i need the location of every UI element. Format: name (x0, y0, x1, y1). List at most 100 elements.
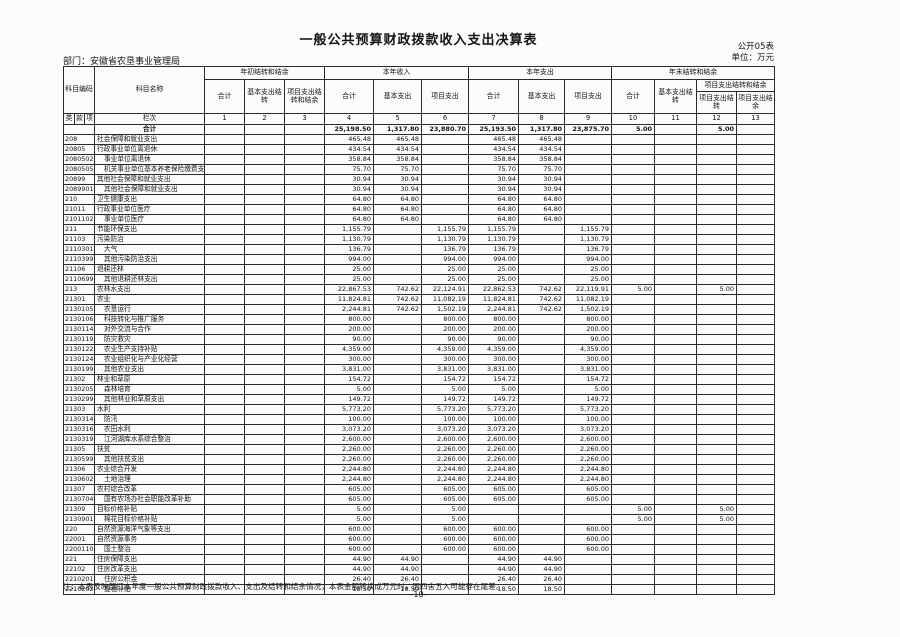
cell-begin-project (284, 474, 325, 485)
cell-income-project: 136.79 (421, 244, 469, 255)
cell-subject-name: 农垦运行 (94, 304, 205, 315)
cell-end-project-remain (735, 444, 776, 455)
cell-expend-total: 994.00 (468, 254, 519, 265)
cell-begin-project (284, 244, 325, 255)
cell-begin-project (284, 424, 325, 435)
header-col-9: 项目支出 (564, 79, 612, 114)
cell-end-project-carry (696, 264, 737, 275)
cell-expend-project (564, 554, 612, 565)
cell-end-project-remain (735, 154, 776, 165)
cell-subject-code: 210 (63, 194, 95, 205)
cell-income-basic (373, 454, 422, 465)
cell-expend-basic (518, 544, 565, 555)
cell-income-basic (373, 374, 422, 385)
cell-income-basic (373, 444, 422, 455)
cell-subject-code: 2089901 (63, 184, 95, 195)
cell-expend-project: 994.00 (564, 254, 612, 265)
cell-income-total: 5.00 (324, 514, 374, 525)
cell-income-project (421, 564, 469, 575)
cell-end-basic (654, 274, 697, 285)
cell-end-project-carry (696, 234, 737, 245)
cell-begin-total (204, 294, 245, 305)
cell-expend-project: 136.79 (564, 244, 612, 255)
cell-end-project-remain (735, 224, 776, 235)
cell-subject-code: 21306 (63, 464, 95, 475)
cell-income-basic: 30.94 (373, 174, 422, 185)
cell-end-basic (654, 174, 697, 185)
cell-end-total (611, 424, 655, 435)
cell-expend-total: 64.80 (468, 214, 519, 225)
header-group-end-balance: 年末结转和结余 (610, 66, 776, 80)
cell-subject-name: 社会保障和就业支出 (94, 134, 205, 145)
cell-begin-project (284, 274, 325, 285)
cell-income-total: 30.94 (324, 174, 374, 185)
cell-expend-total: 25,193.50 (468, 124, 519, 135)
cell-begin-basic (244, 134, 285, 145)
cell-end-project-carry (696, 484, 737, 495)
cell-begin-project (284, 514, 325, 525)
cell-income-project: 800.00 (421, 314, 469, 325)
cell-expend-total: 5,773.20 (468, 404, 519, 415)
cell-income-project: 300.00 (421, 354, 469, 365)
cell-income-total: 154.72 (324, 374, 374, 385)
cell-begin-project (284, 304, 325, 315)
cell-end-project-carry (696, 164, 737, 175)
cell-expend-total: 4,359.00 (468, 344, 519, 355)
cell-subject-name: 自然资源海洋气象等支出 (94, 524, 205, 535)
cell-subject-code: 2130114 (63, 324, 95, 335)
table-row: 213 农林水支出 22,867.53 742.62 22,124.91 22,… (63, 284, 776, 295)
cell-expend-project: 25.00 (564, 274, 612, 285)
cell-begin-basic (244, 324, 285, 335)
cell-begin-project (284, 414, 325, 425)
cell-subject-name: 农田水利 (94, 424, 205, 435)
cell-expend-total: 434.54 (468, 144, 519, 155)
cell-end-total (611, 454, 655, 465)
cell-end-total (611, 494, 655, 505)
table-row: 21309 目标价格补贴 5.00 5.00 5.00 5.00 (63, 504, 776, 515)
cell-subject-name: 退耕还林 (94, 264, 205, 275)
cell-income-total: 22,867.53 (324, 284, 374, 295)
cell-end-project-remain (735, 474, 776, 485)
table-row: 2080502 事业单位离退休 358.84 358.84 358.84 358… (63, 154, 776, 165)
table-row: 2130122 农业生产支持补贴 4,359.00 4,359.00 4,359… (63, 344, 776, 355)
cell-expend-total: 605.00 (468, 494, 519, 505)
cell-end-basic (654, 144, 697, 155)
cell-income-project: 5.00 (421, 514, 469, 525)
cell-subject-name: 事业单位医疗 (94, 214, 205, 225)
cell-subject-code: 2101102 (63, 214, 95, 225)
cell-income-total: 605.00 (324, 494, 374, 505)
cell-end-basic (654, 434, 697, 445)
cell-end-project-remain (735, 134, 776, 145)
cell-subject-code: 2080502 (63, 154, 95, 165)
cell-subject-code: 2130124 (63, 354, 95, 365)
colnum-6: 6 (421, 113, 469, 125)
cell-begin-total (204, 234, 245, 245)
cell-end-project-carry: 5.00 (696, 514, 737, 525)
cell-end-project-carry (696, 304, 737, 315)
cell-begin-basic (244, 154, 285, 165)
cell-end-basic (654, 354, 697, 365)
cell-income-total: 994.00 (324, 254, 374, 265)
table-row: 210 卫生健康支出 64.80 64.80 64.80 64.80 (63, 194, 776, 205)
cell-expend-project (564, 144, 612, 155)
table-row: 220 自然资源海洋气象等支出 600.00 600.00 600.00 600… (63, 524, 776, 535)
table-row: 20805 行政事业单位离退休 434.54 434.54 434.54 434… (63, 144, 776, 155)
cell-expend-total: 154.72 (468, 374, 519, 385)
cell-income-project: 25.00 (421, 264, 469, 275)
cell-end-total (611, 444, 655, 455)
header-subgroup-project-balance: 项目支出结转和结余 (695, 79, 776, 92)
cell-end-project-carry (696, 244, 737, 255)
cell-end-basic (654, 294, 697, 305)
cell-expend-basic (518, 314, 565, 325)
cell-subject-name: 国土整治 (94, 544, 205, 555)
cell-begin-project (284, 384, 325, 395)
cell-income-total: 300.00 (324, 354, 374, 365)
cell-end-project-carry: 5.00 (696, 504, 737, 515)
colnum-12: 12 (696, 113, 737, 125)
cell-subject-name: 森林培育 (94, 384, 205, 395)
cell-end-project-carry (696, 464, 737, 475)
cell-subject-name: 污染防治 (94, 234, 205, 245)
cell-expend-basic: 64.80 (518, 214, 565, 225)
cell-income-total: 600.00 (324, 544, 374, 555)
cell-expend-project: 23,875.70 (564, 124, 612, 135)
